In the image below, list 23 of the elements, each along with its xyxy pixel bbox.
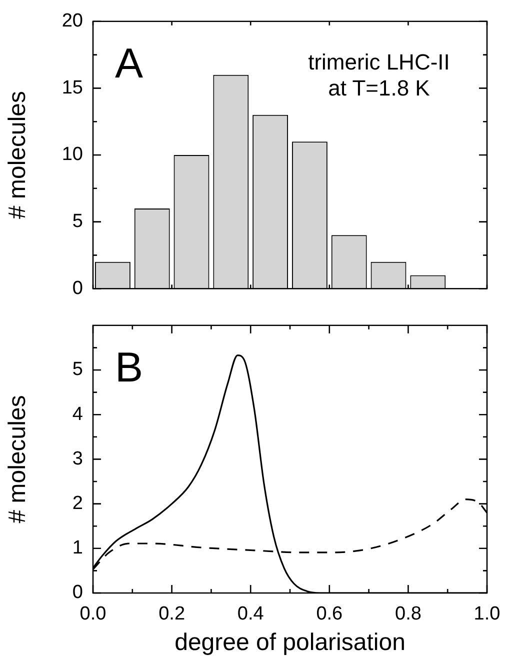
- y-tick-label: 1: [72, 538, 83, 559]
- y-tick-label: 20: [62, 10, 83, 32]
- annotation: B: [115, 343, 144, 390]
- y-axis-title: # molecules: [4, 395, 32, 524]
- y-tick-label: 0: [72, 582, 83, 604]
- y-tick-label: 10: [62, 144, 83, 166]
- y-axis-title: # molecules: [4, 90, 32, 220]
- y-tick-label: 5: [72, 359, 83, 380]
- y-tick-label: 3: [72, 448, 83, 470]
- x-tick-label: 0.2: [158, 604, 186, 625]
- annotation: A: [115, 39, 144, 86]
- x-tick-label: 1.0: [474, 604, 500, 625]
- y-tick-label: 0: [72, 278, 83, 299]
- x-tick-label: 0.0: [80, 604, 106, 625]
- y-tick-label: 5: [72, 211, 83, 232]
- y-tick-label: 4: [72, 404, 84, 425]
- x-tick-label: 0.6: [316, 604, 343, 625]
- x-axis-title: degree of polarisation: [174, 629, 406, 656]
- y-tick-label: 2: [72, 493, 83, 514]
- x-tick-label: 0.8: [394, 604, 422, 625]
- annotation: trimeric LHC-II at T=1.8 K: [308, 49, 450, 100]
- x-tick-label: 0.4: [237, 604, 264, 625]
- y-tick-label: 15: [62, 77, 83, 98]
